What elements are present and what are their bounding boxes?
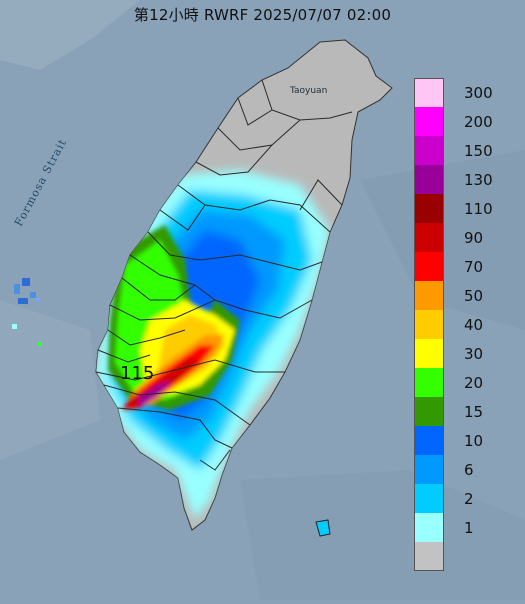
legend-label: 20 bbox=[464, 374, 484, 392]
legend-entry: 150 bbox=[414, 136, 520, 165]
legend-swatch bbox=[414, 165, 444, 194]
legend-swatch bbox=[414, 426, 444, 455]
legend-entry: 200 bbox=[414, 107, 520, 136]
legend-label: 90 bbox=[464, 229, 484, 247]
legend-entry bbox=[414, 542, 520, 571]
legend-label: 6 bbox=[464, 461, 474, 479]
legend-entry: 2 bbox=[414, 484, 520, 513]
legend-swatch bbox=[414, 78, 444, 107]
legend-entry: 110 bbox=[414, 194, 520, 223]
legend-entry: 1 bbox=[414, 513, 520, 542]
legend-entry: 20 bbox=[414, 368, 520, 397]
legend-swatch bbox=[414, 484, 444, 513]
legend-label: 1 bbox=[464, 519, 474, 537]
orchid-island bbox=[315, 519, 331, 537]
legend-swatch bbox=[414, 542, 444, 571]
legend-label: 150 bbox=[464, 142, 493, 160]
legend-entry: 50 bbox=[414, 281, 520, 310]
legend-entry: 300 bbox=[414, 78, 520, 107]
legend-swatch bbox=[414, 339, 444, 368]
legend-label: 200 bbox=[464, 113, 493, 131]
color-legend: 300 200 150 130 110 90 70 50 40 30 20 15 10 6 2 1 bbox=[414, 78, 520, 571]
legend-entry: 90 bbox=[414, 223, 520, 252]
legend-entry: 30 bbox=[414, 339, 520, 368]
legend-entry: 15 bbox=[414, 397, 520, 426]
legend-swatch bbox=[414, 455, 444, 484]
legend-swatch bbox=[414, 223, 444, 252]
legend-label: 110 bbox=[464, 200, 493, 218]
legend-entry: 130 bbox=[414, 165, 520, 194]
legend-label: 50 bbox=[464, 287, 484, 305]
peak-value-label: 115 bbox=[120, 363, 155, 384]
legend-swatch bbox=[414, 397, 444, 426]
legend-swatch bbox=[414, 252, 444, 281]
legend-label: 70 bbox=[464, 258, 484, 276]
legend-swatch bbox=[414, 310, 444, 339]
legend-swatch bbox=[414, 281, 444, 310]
penghu-islands bbox=[12, 278, 42, 346]
legend-entry: 6 bbox=[414, 455, 520, 484]
legend-entry: 10 bbox=[414, 426, 520, 455]
legend-swatch bbox=[414, 194, 444, 223]
legend-label: 2 bbox=[464, 490, 474, 508]
legend-label: 30 bbox=[464, 345, 484, 363]
legend-entry: 40 bbox=[414, 310, 520, 339]
legend-swatch bbox=[414, 107, 444, 136]
legend-label: 130 bbox=[464, 171, 493, 189]
legend-swatch bbox=[414, 136, 444, 165]
legend-entry: 70 bbox=[414, 252, 520, 281]
legend-swatch bbox=[414, 368, 444, 397]
legend-label: 40 bbox=[464, 316, 484, 334]
legend-label: 10 bbox=[464, 432, 484, 450]
county-borders bbox=[95, 79, 353, 471]
legend-label: 300 bbox=[464, 84, 493, 102]
legend-swatch bbox=[414, 513, 444, 542]
legend-label: 15 bbox=[464, 403, 484, 421]
city-label: Taoyuan bbox=[290, 86, 328, 96]
map-title: 第12小時 RWRF 2025/07/07 02:00 bbox=[133, 6, 392, 24]
